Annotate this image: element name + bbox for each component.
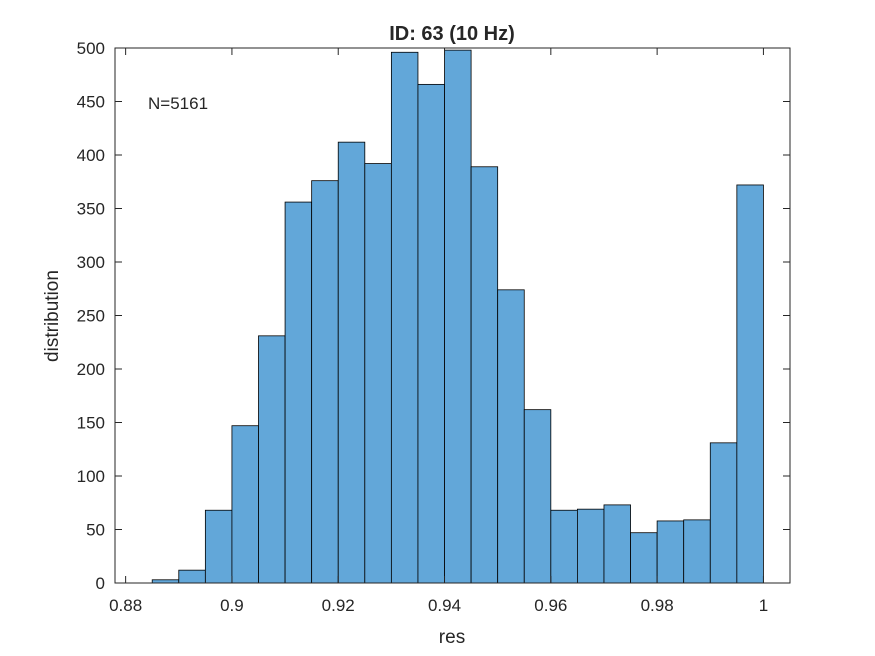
x-tick-label: 0.94 bbox=[428, 596, 461, 615]
histogram-bar bbox=[364, 163, 392, 584]
histogram-bar bbox=[470, 166, 499, 584]
x-tick-label: 0.98 bbox=[641, 596, 674, 615]
sample-count-annotation: N=5161 bbox=[148, 94, 208, 113]
histogram-bar bbox=[577, 508, 605, 584]
histogram-bar bbox=[709, 442, 738, 584]
bars-group bbox=[151, 49, 764, 584]
histogram-bar bbox=[258, 335, 286, 584]
histogram-bar bbox=[284, 201, 313, 584]
histogram-bar bbox=[231, 425, 259, 584]
histogram-bar bbox=[523, 409, 552, 584]
ticks-group: 0.88 0.9 0.92 0.94 0.96 0.98 1 0 50 100 150 200 250 3… bbox=[77, 39, 790, 615]
y-tick-label: 450 bbox=[77, 93, 105, 112]
histogram-bar bbox=[630, 532, 658, 584]
x-tick-label: 0.88 bbox=[109, 596, 142, 615]
histogram-bar bbox=[550, 509, 578, 584]
y-axis-label: distribution bbox=[42, 270, 63, 362]
histogram-bar bbox=[736, 184, 764, 584]
x-tick-label: 1 bbox=[759, 596, 768, 615]
histogram-bar bbox=[656, 520, 685, 584]
histogram-bar bbox=[311, 180, 339, 584]
x-tick-label: 0.92 bbox=[322, 596, 355, 615]
y-tick-label: 250 bbox=[77, 307, 105, 326]
y-tick-label: 200 bbox=[77, 360, 105, 379]
histogram-bar bbox=[337, 141, 366, 584]
x-axis-label: res bbox=[439, 627, 465, 648]
histogram-bar bbox=[603, 504, 631, 584]
y-tick-label: 0 bbox=[96, 574, 105, 593]
y-tick-label: 350 bbox=[77, 200, 105, 219]
histogram-bar bbox=[178, 569, 206, 584]
histogram-bar bbox=[444, 49, 472, 584]
histogram-bar bbox=[417, 83, 445, 584]
histogram-bar bbox=[204, 509, 233, 584]
x-tick-label: 0.9 bbox=[220, 596, 244, 615]
y-tick-label: 500 bbox=[77, 39, 105, 58]
chart-title: ID: 63 (10 Hz) bbox=[389, 23, 515, 45]
y-tick-label: 400 bbox=[77, 146, 105, 165]
histogram-bar bbox=[390, 51, 419, 584]
x-tick-label: 0.96 bbox=[534, 596, 567, 615]
histogram-bar bbox=[497, 289, 525, 584]
y-tick-label: 50 bbox=[86, 521, 105, 540]
y-tick-label: 100 bbox=[77, 467, 105, 486]
y-tick-label: 300 bbox=[77, 253, 105, 272]
histogram-bar bbox=[683, 519, 711, 584]
y-tick-label: 150 bbox=[77, 414, 105, 433]
